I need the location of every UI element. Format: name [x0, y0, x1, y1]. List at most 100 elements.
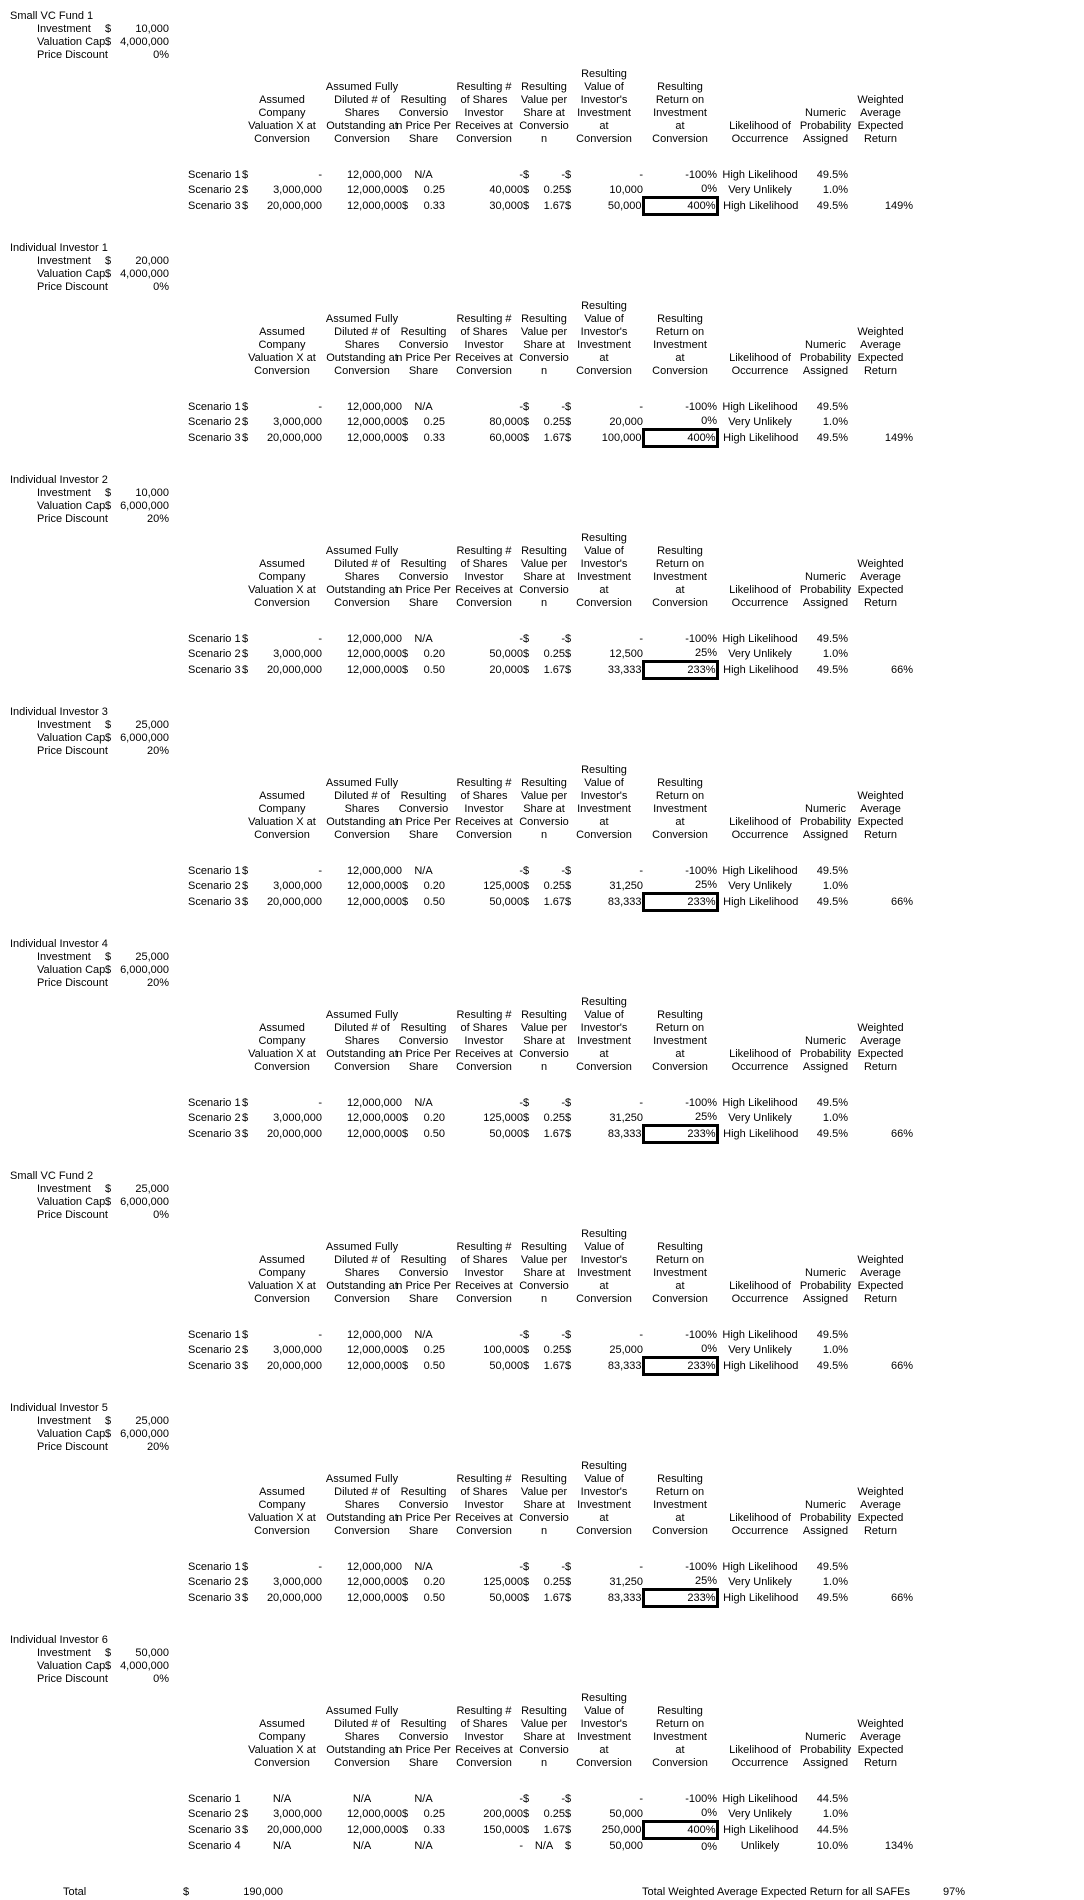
col-header-conversion-price: Resulting Conversio n Price Per Share	[396, 68, 450, 168]
col-header-shares-outstanding: Assumed Fully Diluted # of Shares Outsta…	[322, 300, 402, 400]
currency-symbol: $	[242, 1807, 249, 1820]
col-header-text: Weighted Average Expected Return	[857, 1718, 904, 1769]
col-header-weighted-return: Weighted Average Expected Return	[848, 1692, 913, 1792]
cell-conversion-price: 0.50	[423, 1128, 445, 1140]
currency-symbol: $	[523, 633, 530, 645]
col-header-text: Resulting Return on Investment at Conver…	[652, 81, 708, 145]
scenario-label: Scenario 2	[188, 879, 241, 892]
col-header-valuation: Assumed Company Valuation X at Conversio…	[242, 532, 322, 632]
param-value: 4,000,000	[120, 1660, 169, 1672]
param-label: Investment	[37, 719, 91, 731]
cell-value-per-share: 1.67	[543, 1360, 565, 1372]
currency-symbol: $	[105, 951, 112, 963]
block-title: Individual Investor 1	[10, 242, 108, 254]
corner-cell	[188, 996, 242, 1096]
scenario-row: Scenario 1 $ -12,000,000 N/A - $ - $ - -100% High …	[188, 168, 913, 182]
cell-conversion-price: N/A	[414, 1793, 433, 1805]
cell-value-per-share: N/A	[534, 1840, 554, 1853]
cell-shares-received: 125,000	[483, 879, 523, 892]
col-header-shares-outstanding: Assumed Fully Diluted # of Shares Outsta…	[322, 68, 402, 168]
col-header-text: Resulting Value per Share at Conversio n	[519, 1009, 569, 1073]
block-title: Individual Investor 4	[10, 938, 108, 950]
params-table: Investment $50,000 Valuation Cap $4,000,000…	[37, 1647, 169, 1686]
col-header-text: Resulting # of Shares Investor Receives …	[455, 545, 513, 609]
param-row: Price Discount 0%	[37, 49, 169, 62]
col-header-text: Resulting # of Shares Investor Receives …	[455, 81, 513, 145]
cell-likelihood: Unlikely	[740, 1840, 780, 1853]
currency-symbol: $	[242, 879, 249, 892]
cell-conversion-price: N/A	[414, 1097, 433, 1109]
param-label: Price Discount	[37, 49, 108, 61]
currency-symbol: $	[242, 432, 249, 444]
col-header-text: Resulting Conversio n Price Per Share	[396, 558, 451, 609]
cell-company-valuation: 3,000,000	[273, 1343, 322, 1356]
cell-conversion-price: 0.20	[423, 1575, 445, 1588]
cell-company-valuation: -	[318, 633, 322, 645]
col-header-text: Resulting Value of Investor's Investment…	[576, 300, 632, 377]
param-value: 0%	[153, 49, 169, 61]
cell-weighted-return	[848, 1342, 913, 1358]
currency-symbol: $	[105, 1415, 112, 1427]
col-header-likelihood: Likelihood of Occurrence	[717, 68, 803, 168]
currency-symbol: $	[105, 719, 112, 731]
currency-symbol: $	[565, 1128, 572, 1140]
investment-block: Individual Investor 2 Investment $10,000 Va…	[10, 474, 1084, 680]
currency-symbol: $	[242, 1592, 249, 1604]
col-header-text: Assumed Fully Diluted # of Shares Outsta…	[325, 81, 399, 145]
col-header-text: Weighted Average Expected Return	[857, 558, 904, 609]
cell-value-per-share: 0.25	[543, 1343, 565, 1356]
col-header-likelihood: Likelihood of Occurrence	[717, 764, 803, 864]
corner-cell	[188, 764, 242, 864]
scenario-row: Scenario 1 $ -12,000,000 N/A - $ - $ - -100% High …	[188, 1096, 913, 1110]
cell-value-per-share: 1.67	[543, 896, 565, 908]
cell-probability: 1.0%	[822, 415, 848, 428]
currency-symbol: $	[523, 200, 530, 212]
cell-conversion-price: N/A	[414, 1329, 433, 1341]
params-table: Investment $10,000 Valuation Cap $4,000,000…	[37, 23, 169, 62]
scenario-label: Scenario 3	[188, 896, 241, 908]
currency-symbol: $	[523, 169, 530, 181]
cell-shares-outstanding: N/A	[352, 1840, 372, 1853]
cell-weighted-return	[848, 400, 913, 414]
cell-weighted-return	[848, 1574, 913, 1590]
col-header-valuation: Assumed Company Valuation X at Conversio…	[242, 1460, 322, 1560]
cell-conversion-price: 0.25	[423, 183, 445, 196]
scenario-label: Scenario 2	[188, 1343, 241, 1356]
cell-roi: -100%	[685, 865, 717, 877]
currency-symbol: $	[242, 401, 249, 413]
cell-weighted-return: 66%	[890, 664, 913, 676]
scenario-table: Assumed Company Valuation X at Conversio…	[188, 1692, 913, 1854]
col-header-text: Weighted Average Expected Return	[857, 1254, 904, 1305]
col-header-text: Resulting Value per Share at Conversio n	[519, 545, 569, 609]
scenario-row: Scenario 3 $20,000,000 12,000,000 $0.33 150,…	[188, 1820, 913, 1840]
cell-investment-value: 10,000	[609, 183, 643, 196]
param-value: 4,000,000	[120, 36, 169, 48]
col-header-text: Resulting Return on Investment at Conver…	[652, 1705, 708, 1769]
col-header-text: Numeric Probability Assigned	[799, 1731, 852, 1769]
col-header-text: Resulting Value per Share at Conversio n	[519, 1241, 569, 1305]
cell-shares-outstanding: 12,000,000	[346, 1807, 402, 1820]
currency-symbol: $	[242, 169, 249, 181]
currency-symbol: $	[105, 1196, 112, 1208]
cell-value-per-share: 0.25	[543, 879, 565, 892]
col-header-investment-value: Resulting Value of Investor's Investment…	[565, 1692, 643, 1792]
cell-shares-received: 60,000	[489, 432, 523, 444]
cell-shares-outstanding: 12,000,000	[346, 401, 402, 413]
col-header-valuation: Assumed Company Valuation X at Conversio…	[242, 1692, 322, 1792]
col-header-conversion-price: Resulting Conversio n Price Per Share	[396, 996, 450, 1096]
cell-company-valuation: 20,000,000	[266, 664, 322, 676]
cell-roi: -100%	[685, 633, 717, 645]
col-header-text: Assumed Company Valuation X at Conversio…	[248, 558, 316, 609]
currency-symbol: $	[105, 964, 112, 976]
cell-likelihood: High Likelihood	[723, 1128, 799, 1140]
cell-likelihood: High Likelihood	[723, 200, 799, 212]
cell-value-per-share: 0.25	[543, 183, 565, 196]
currency-symbol: $	[565, 1329, 572, 1341]
cell-company-valuation: 3,000,000	[273, 183, 322, 196]
cell-weighted-return	[848, 1560, 913, 1574]
scenario-row: Scenario 2 $3,000,000 12,000,000 $0.25 80,00…	[188, 414, 913, 430]
currency-symbol: $	[523, 1561, 530, 1573]
cell-shares-outstanding: 12,000,000	[346, 1592, 402, 1604]
currency-symbol: $	[105, 732, 112, 744]
scenario-label: Scenario 3	[188, 200, 241, 212]
